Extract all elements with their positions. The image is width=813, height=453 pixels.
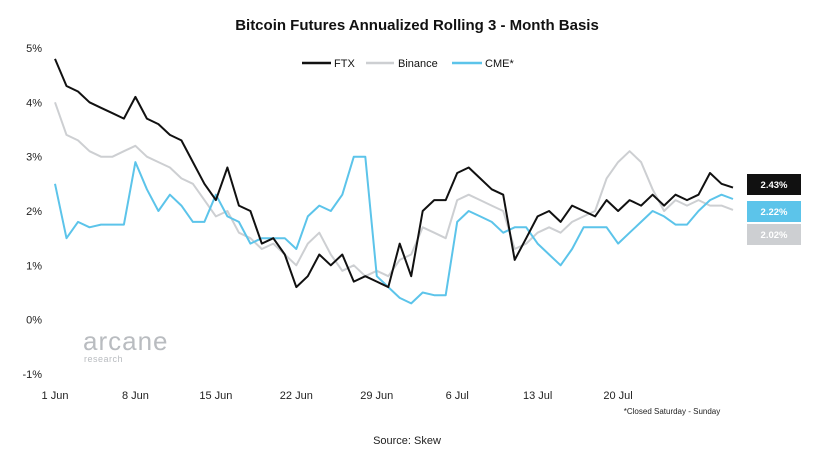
x-tick-label: 13 Jul [523, 390, 552, 402]
y-axis: -1% 0% 1% 2% 3% 4% 5% [22, 43, 42, 381]
x-tick-label: 20 Jul [603, 390, 632, 402]
y-tick-label: 0% [26, 315, 42, 327]
series-line-binance [54, 101, 734, 278]
y-tick-label: 1% [26, 260, 42, 272]
x-tick-label: 22 Jun [280, 390, 313, 402]
y-tick-label: -1% [22, 369, 42, 381]
x-tick-label: 15 Jun [199, 390, 232, 402]
y-tick-label: 2% [26, 206, 42, 218]
series-line-cme [54, 155, 734, 305]
value-badge-label-binance: 2.02% [761, 230, 788, 241]
chart-title: Bitcoin Futures Annualized Rolling 3 - M… [235, 17, 599, 34]
value-badge-ftx [747, 174, 801, 195]
legend-label-ftx: FTX [334, 58, 355, 70]
x-tick-label: 29 Jun [360, 390, 393, 402]
x-tick-label: 1 Jun [42, 390, 69, 402]
legend-label-cme: CME* [485, 58, 514, 70]
plot-area [54, 58, 734, 305]
x-axis: 1 Jun 8 Jun 15 Jun 22 Jun 29 Jun 6 Jul 13 Jul 2… [42, 390, 633, 402]
watermark-logo-text: arcane [83, 326, 169, 356]
legend-label-binance: Binance [398, 58, 438, 70]
watermark: arcane research [83, 326, 169, 364]
value-badge-cme [747, 201, 801, 222]
y-tick-label: 3% [26, 152, 42, 164]
x-tick-label: 8 Jun [122, 390, 149, 402]
value-badges: 2.43% 2.22% 2.02% [747, 174, 801, 245]
value-badge-binance [747, 224, 801, 245]
y-tick-label: 5% [26, 43, 42, 55]
footnote: *Closed Saturday - Sunday [624, 407, 721, 416]
value-badge-label-cme: 2.22% [761, 207, 788, 218]
watermark-sub-text: research [84, 354, 123, 364]
legend: FTX Binance CME* [302, 58, 514, 70]
x-tick-label: 6 Jul [446, 390, 469, 402]
y-tick-label: 4% [26, 97, 42, 109]
source-note: Source: Skew [373, 435, 441, 447]
value-badge-label-ftx: 2.43% [761, 180, 788, 191]
series-line-ftx [54, 58, 734, 289]
